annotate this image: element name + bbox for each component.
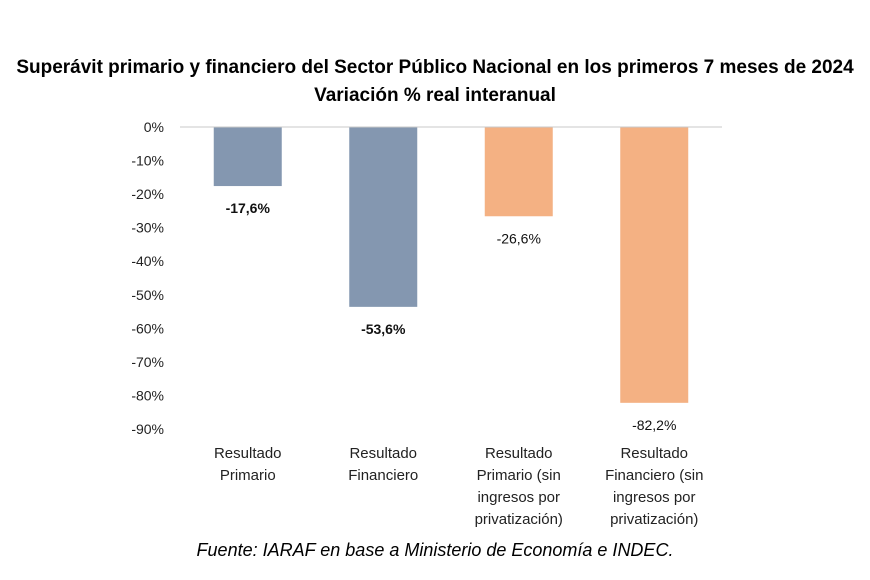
category-label: Resultado — [214, 445, 282, 462]
category-label: Resultado — [620, 445, 688, 462]
source-note: Fuente: IARAF en base a Ministerio de Ec… — [196, 540, 674, 560]
y-tick-label: -50% — [131, 287, 164, 303]
category-label: ingresos por — [477, 489, 560, 506]
y-tick-label: -70% — [131, 354, 164, 370]
category-label: Resultado — [349, 445, 417, 462]
chart-title: Superávit primario y financiero del Sect… — [16, 57, 854, 78]
y-tick-label: -80% — [131, 387, 164, 403]
category-label: Primario (sin — [477, 467, 561, 484]
y-tick-label: 0% — [144, 119, 164, 135]
y-tick-label: -30% — [131, 220, 164, 236]
data-label: -17,6% — [226, 200, 271, 216]
y-tick-label: -10% — [131, 153, 164, 169]
bar — [484, 127, 553, 217]
y-tick-label: -60% — [131, 320, 164, 336]
category-label: Primario — [220, 467, 276, 484]
bar — [349, 127, 418, 307]
chart-subtitle: Variación % real interanual — [314, 85, 556, 106]
category-label: Financiero (sin — [605, 467, 703, 484]
category-label: privatización) — [610, 511, 698, 528]
bar — [213, 127, 282, 187]
data-label: -82,2% — [632, 417, 676, 433]
category-label: Financiero — [348, 467, 418, 484]
data-label: -53,6% — [361, 321, 406, 337]
category-label: Resultado — [485, 445, 553, 462]
y-tick-label: -20% — [131, 186, 164, 202]
data-label: -26,6% — [497, 230, 541, 246]
y-tick-label: -90% — [131, 421, 164, 437]
category-label: privatización) — [475, 511, 563, 528]
category-label: ingresos por — [613, 489, 696, 506]
bar — [620, 127, 689, 403]
y-tick-label: -40% — [131, 253, 164, 269]
